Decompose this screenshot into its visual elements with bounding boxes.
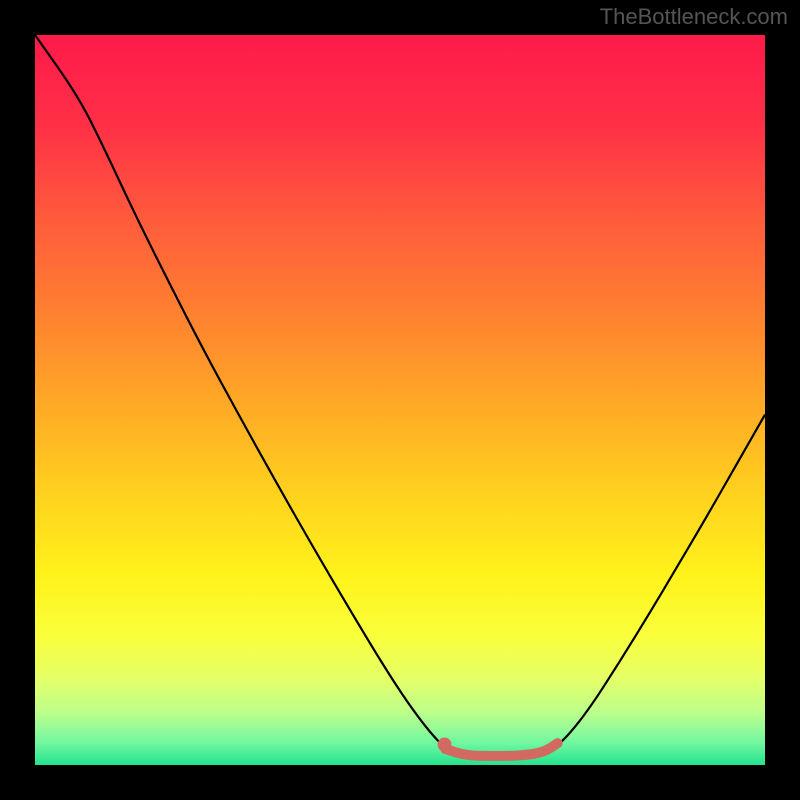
chart-plot-area — [35, 35, 765, 765]
bottleneck-curve — [35, 35, 765, 759]
watermark-text: TheBottleneck.com — [600, 4, 788, 30]
optimal-range-highlight — [445, 743, 557, 756]
optimal-start-marker — [438, 738, 452, 752]
chart-curve-layer — [35, 35, 765, 765]
